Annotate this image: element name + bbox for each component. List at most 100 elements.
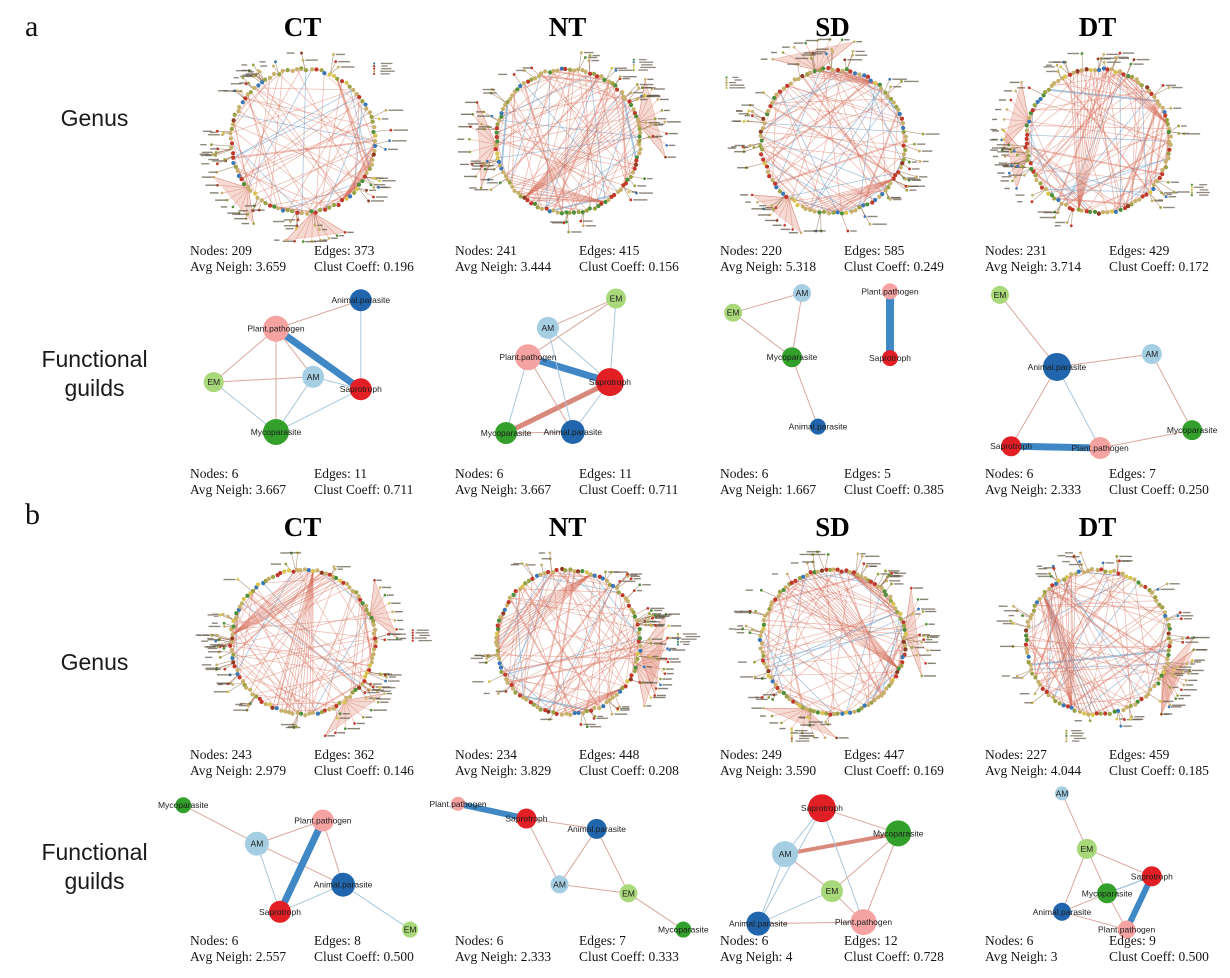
guild-node-saprotroph	[516, 808, 537, 829]
stat-clust-coeff: Clust Coeff: 0.500	[314, 949, 414, 965]
guild-node-label: Plant.pathogen	[294, 815, 351, 825]
guild-node-animal-parasite	[746, 911, 771, 936]
stat-clust-coeff: Clust Coeff: 0.156	[579, 259, 679, 275]
guild-node-label: Animal.parasite	[1033, 907, 1092, 917]
stats-right-column: Edges: 8 Clust Coeff: 0.500	[314, 933, 414, 966]
guild-node-mycoparasite	[885, 820, 912, 847]
guild-node-mycoparasite	[1097, 883, 1118, 904]
stat-nodes: Nodes: 227	[985, 747, 1047, 762]
guild-edge	[628, 892, 684, 930]
guild-node-am	[1141, 343, 1162, 364]
treatment-header-b-SD: SD	[815, 512, 850, 542]
stat-clust-coeff: Clust Coeff: 0.172	[1109, 259, 1209, 275]
guild-node-animal-parasite	[560, 419, 585, 444]
stat-avg-neigh: Avg Neigh: 2.333	[985, 482, 1082, 498]
stat-edges: Edges: 8	[314, 933, 361, 948]
functional-stats-b-NT: Nodes: 6 Avg Neigh: 2.333 Edges: 7 Clust Co…	[455, 933, 695, 966]
genus-stats-a-DT: Nodes: 231 Avg Neigh: 3.714 Edges: 429 Clus…	[985, 243, 1225, 276]
stat-edges: Edges: 7	[579, 933, 626, 948]
stat-nodes: Nodes: 231	[985, 243, 1047, 258]
stats-right-column: Edges: 12 Clust Coeff: 0.728	[844, 933, 944, 966]
guild-node-label: Animal.parasite	[332, 295, 391, 305]
guild-node-animal-parasite	[1052, 902, 1071, 921]
stat-edges: Edges: 11	[579, 466, 633, 481]
stat-edges: Edges: 9	[1109, 933, 1156, 948]
stats-left-column: Nodes: 6 Avg Neigh: 2.333	[455, 933, 573, 966]
guild-edge	[999, 294, 1058, 368]
guild-node-plant-pathogen	[515, 344, 542, 371]
stat-avg-neigh: Avg Neigh: 5.318	[720, 259, 817, 275]
guild-edge	[183, 804, 258, 845]
stats-left-column: Nodes: 6 Avg Neigh: 2.333	[985, 466, 1103, 499]
stats-right-column: Edges: 11 Clust Coeff: 0.711	[579, 466, 678, 499]
functional-stats-b-SD: Nodes: 6 Avg Neigh: 4 Edges: 12 Clust Coeff…	[720, 933, 960, 966]
functional-stats-a-DT: Nodes: 6 Avg Neigh: 2.333 Edges: 7 Clust Co…	[985, 466, 1225, 499]
guild-node-saprotroph	[807, 794, 836, 823]
guild-node-animal-parasite	[1042, 352, 1071, 381]
guild-node-label: Mycoparasite	[767, 352, 818, 362]
guild-node-animal-parasite	[349, 289, 372, 312]
stats-left-column: Nodes: 6 Avg Neigh: 3.667	[455, 466, 573, 499]
guild-node-label: Mycoparasite	[1082, 888, 1133, 898]
functional-network-a-NT: EM AM Plant.pathogen Saprotroph Mycoparasite…	[481, 288, 631, 445]
stat-nodes: Nodes: 220	[720, 243, 782, 258]
guild-node-saprotroph	[595, 368, 624, 397]
stat-avg-neigh: Avg Neigh: 2.333	[455, 949, 552, 965]
guild-node-em	[402, 921, 419, 938]
guild-edge	[526, 818, 597, 830]
guild-edge	[1151, 353, 1193, 431]
genus-network-b-SD	[728, 550, 941, 743]
guild-node-em	[203, 372, 224, 393]
genus-network-a-DT	[989, 51, 1210, 228]
stat-clust-coeff: Clust Coeff: 0.146	[314, 763, 414, 779]
genus-network-a-SD	[725, 38, 940, 235]
treatment-header-a-CT: CT	[283, 12, 322, 42]
guild-node-label: AM	[779, 849, 792, 859]
guild-node-em	[619, 884, 638, 903]
guild-node-plant-pathogen	[850, 909, 877, 936]
functional-network-a-DT: EM Animal.parasite AM Saprotroph Plant.patho…	[990, 285, 1218, 459]
guild-node-label: EM	[826, 886, 839, 896]
guild-node-am	[772, 841, 799, 868]
guild-node-em	[990, 285, 1009, 304]
stats-right-column: Edges: 11 Clust Coeff: 0.711	[314, 466, 413, 499]
genus-network-b-DT	[996, 551, 1210, 743]
guild-node-label: Animal.parasite	[729, 919, 788, 929]
genus-network-a-NT	[457, 51, 681, 234]
treatment-header-a-DT: DT	[1078, 12, 1117, 42]
guild-edge	[758, 890, 833, 925]
guild-node-animal-parasite	[809, 418, 826, 435]
stat-edges: Edges: 7	[1109, 466, 1156, 481]
genus-stats-a-CT: Nodes: 209 Avg Neigh: 3.659 Edges: 373 Clus…	[190, 243, 430, 276]
guild-node-mycoparasite	[781, 347, 802, 368]
stat-edges: Edges: 12	[844, 933, 898, 948]
stats-left-column: Nodes: 241 Avg Neigh: 3.444	[455, 243, 573, 276]
guild-node-label: AM	[542, 323, 555, 333]
guild-edge	[1100, 429, 1193, 449]
guild-node-label: AM	[307, 372, 320, 382]
guild-node-label: Saprotroph	[990, 441, 1032, 451]
stat-nodes: Nodes: 209	[190, 243, 252, 258]
guild-edge	[527, 298, 617, 358]
guild-node-label: Animal.parasite	[789, 422, 848, 432]
guild-node-saprotroph	[882, 350, 899, 367]
guild-node-mycoparasite	[263, 418, 289, 445]
guild-node-label: Mycoparasite	[481, 428, 532, 438]
genus-stats-a-SD: Nodes: 220 Avg Neigh: 5.318 Edges: 585 Clus…	[720, 243, 960, 276]
stat-clust-coeff: Clust Coeff: 0.711	[314, 482, 414, 498]
stats-left-column: Nodes: 220 Avg Neigh: 5.318	[720, 243, 838, 276]
treatment-header-a-NT: NT	[548, 12, 587, 42]
stat-clust-coeff: Clust Coeff: 0.728	[844, 949, 944, 965]
guild-edge	[547, 327, 574, 433]
guild-node-label: EM	[622, 888, 635, 898]
stats-left-column: Nodes: 6 Avg Neigh: 1.667	[720, 466, 838, 499]
guild-node-label: Saprotroph	[259, 907, 301, 917]
guild-edge	[526, 353, 611, 386]
guild-edge	[784, 831, 899, 857]
genus-network-a-CT	[199, 51, 408, 243]
guild-edge	[791, 293, 803, 358]
panel-letter-a: a	[25, 10, 39, 43]
guild-edge	[1056, 366, 1101, 449]
genus-network-b-CT	[195, 551, 432, 738]
panel-letter-b: b	[25, 498, 40, 531]
